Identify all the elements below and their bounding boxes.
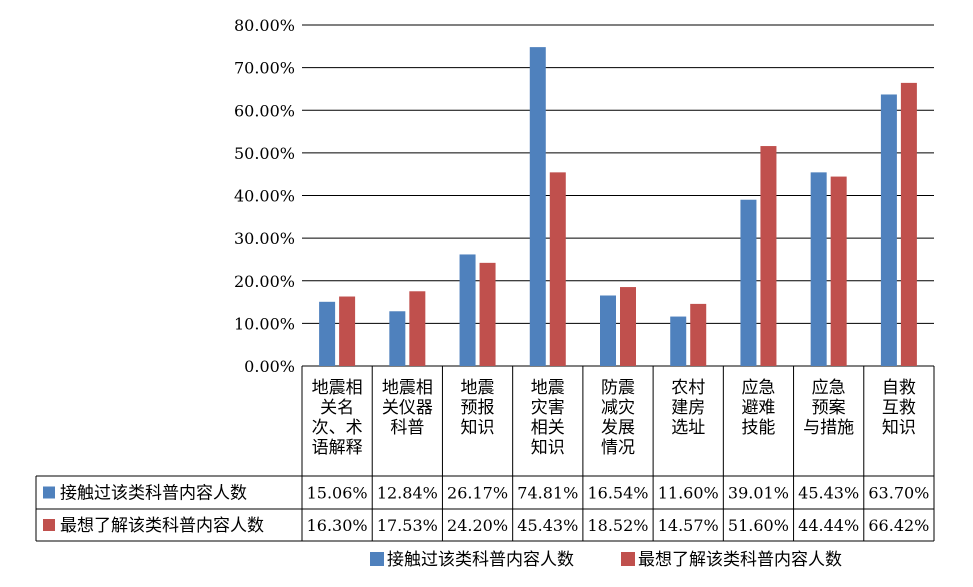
- category-label: 与措施: [803, 418, 854, 438]
- category-label: 次、术: [312, 418, 363, 438]
- bar-series-2: [409, 291, 426, 366]
- y-tick-label: 80.00%: [234, 16, 295, 35]
- category-label: 农村: [671, 378, 705, 398]
- category-label: 预报: [461, 398, 495, 418]
- table-cell: 26.17%: [447, 484, 508, 503]
- category-label: 技能: [741, 418, 775, 438]
- category-label: 地震: [461, 378, 495, 398]
- legend-swatch: [621, 552, 635, 566]
- category-label: 知识: [882, 418, 916, 438]
- table-cell: 44.44%: [798, 516, 859, 535]
- data-table: 地震相关名次、术语解释地震相关仪器科普地震预报知识地震灾害相关知识防震减灾发展情…: [35, 366, 935, 542]
- legend-swatch: [370, 552, 384, 566]
- bar-series-1: [319, 301, 336, 366]
- category-label: 减灾: [601, 398, 635, 418]
- table-legend-key: [43, 519, 55, 531]
- table-cell: 12.84%: [377, 484, 438, 503]
- bar-series-1: [670, 316, 687, 366]
- category-label: 知识: [531, 438, 565, 458]
- bar-series-2: [690, 303, 707, 366]
- category-label: 选址: [671, 418, 705, 438]
- y-tick-label: 0.00%: [244, 357, 295, 376]
- bar-series-1: [529, 47, 546, 366]
- table-cell: 11.60%: [658, 484, 719, 503]
- bar-series-1: [600, 295, 616, 366]
- category-label: 地震: [531, 378, 565, 398]
- table-row-header: 最想了解该类科普内容人数: [60, 516, 264, 536]
- y-tick-label: 30.00%: [234, 229, 295, 248]
- category-label: 防震: [601, 378, 635, 398]
- y-tick-label: 10.00%: [234, 314, 295, 333]
- category-label: 发展: [601, 418, 635, 438]
- y-axis-ticks: 0.00% 10.00% 20.00% 30.00% 40.00% 50.00% 60.00…: [234, 16, 295, 376]
- category-label: 科普: [390, 418, 424, 438]
- category-label: 互救: [882, 398, 916, 418]
- bar-series-1: [459, 254, 476, 366]
- table-cell: 51.60%: [728, 516, 789, 535]
- category-label: 应急: [812, 378, 846, 398]
- table-cell: 45.43%: [798, 484, 859, 503]
- y-tick-label: 20.00%: [234, 272, 295, 291]
- table-cell: 45.43%: [517, 516, 578, 535]
- bar-series-1: [389, 311, 406, 366]
- table-cell: 18.52%: [587, 516, 648, 535]
- category-label: 关仪器: [382, 398, 433, 418]
- table-cell: 66.42%: [868, 516, 929, 535]
- bar-series-1: [810, 172, 827, 366]
- category-label: 地震相: [312, 378, 363, 398]
- y-tick-label: 60.00%: [234, 101, 295, 120]
- category-label: 建房: [671, 398, 705, 418]
- table-cell: 63.70%: [868, 484, 929, 503]
- bar-series-2: [900, 82, 917, 366]
- bar-series-1: [740, 199, 757, 366]
- category-label: 情况: [601, 438, 635, 458]
- bar-series-2: [479, 262, 496, 366]
- table-cell: 16.30%: [307, 516, 368, 535]
- table-cell: 15.06%: [307, 484, 368, 503]
- bars: [319, 47, 917, 366]
- category-label: 地震相: [382, 378, 433, 398]
- category-label: 灾害: [531, 398, 565, 418]
- legend-label: 接触过该类科普内容人数: [387, 550, 574, 570]
- y-tick-label: 70.00%: [234, 59, 295, 78]
- category-label: 避难: [741, 398, 775, 418]
- bar-series-2: [620, 287, 636, 366]
- category-label: 相关: [531, 418, 565, 438]
- legend-label: 最想了解该类科普内容人数: [638, 550, 842, 570]
- bar-series-1: [880, 94, 897, 366]
- table-cell: 39.01%: [728, 484, 789, 503]
- category-label: 预案: [812, 398, 846, 418]
- table-cell: 74.81%: [517, 484, 578, 503]
- bar-series-2: [549, 172, 566, 366]
- table-cell: 24.20%: [447, 516, 508, 535]
- y-tick-label: 50.00%: [234, 144, 295, 163]
- y-tick-label: 40.00%: [234, 187, 295, 206]
- category-label: 自救: [882, 378, 916, 398]
- table-legend-key: [43, 486, 55, 499]
- category-label: 关名: [320, 398, 354, 418]
- table-cell: 16.54%: [587, 484, 648, 503]
- gridlines: [302, 24, 934, 367]
- bar-series-2: [830, 176, 847, 366]
- category-label: 语解释: [312, 438, 363, 458]
- bar-series-2: [760, 146, 777, 366]
- table-cell: 14.57%: [658, 516, 719, 535]
- table-row-header: 接触过该类科普内容人数: [60, 484, 247, 504]
- bar-series-2: [339, 296, 356, 366]
- category-label: 应急: [741, 378, 775, 398]
- legend: 接触过该类科普内容人数 最想了解该类科普内容人数: [370, 550, 842, 570]
- table-cell: 17.53%: [377, 516, 438, 535]
- category-label: 知识: [461, 418, 495, 438]
